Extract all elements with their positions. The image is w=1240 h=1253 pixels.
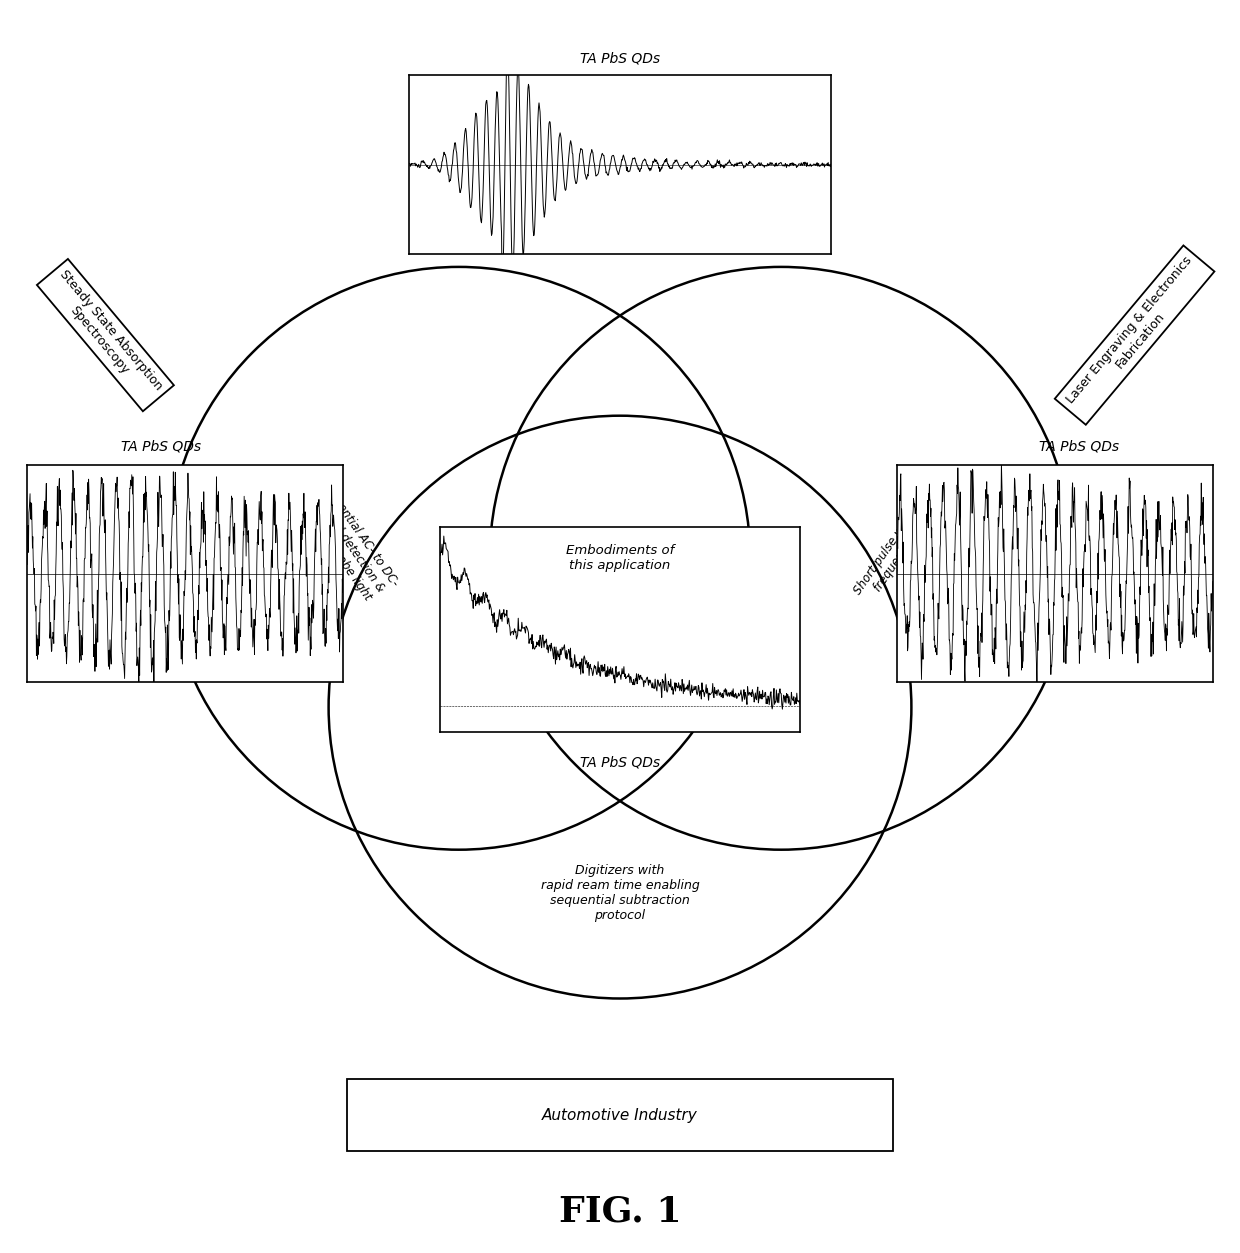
Text: Short pulse with high
frequency lasers: Short pulse with high frequency lasers xyxy=(852,486,946,605)
Text: Digitizers with
rapid ream time enabling
sequential subtraction
protocol: Digitizers with rapid ream time enabling… xyxy=(541,865,699,922)
Text: TA PbS QDs: TA PbS QDs xyxy=(580,756,660,769)
Text: Automotive Industry: Automotive Industry xyxy=(542,1108,698,1123)
Text: Sequential AC- to DC-
coupled detection &
high flux probe light
sources: Sequential AC- to DC- coupled detection … xyxy=(280,477,402,615)
FancyBboxPatch shape xyxy=(347,1079,893,1152)
Text: TA PbS QDs: TA PbS QDs xyxy=(122,440,201,454)
Text: Steady State Absorption
Spectroscopy: Steady State Absorption Spectroscopy xyxy=(46,268,165,402)
Text: Laser Engraving & Electronics
Fabrication: Laser Engraving & Electronics Fabricatio… xyxy=(1064,254,1205,416)
Text: TA PbS QDs: TA PbS QDs xyxy=(580,51,660,65)
Text: Embodiments of
this application: Embodiments of this application xyxy=(565,544,675,573)
Text: TA PbS QDs: TA PbS QDs xyxy=(1039,440,1118,454)
Text: FIG. 1: FIG. 1 xyxy=(559,1195,681,1229)
